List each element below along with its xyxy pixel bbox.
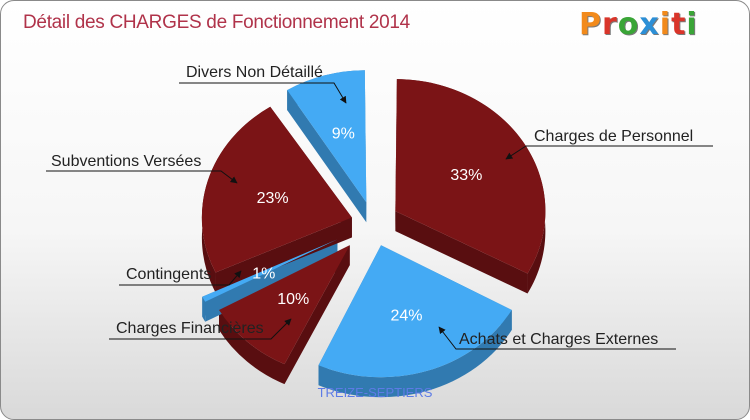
logo-letter: x	[639, 7, 660, 42]
leader-line	[179, 82, 347, 104]
pie-slice	[201, 106, 352, 273]
leader-line	[505, 145, 713, 160]
leader-line	[119, 270, 242, 286]
pie-percent-label: 9%	[332, 126, 355, 143]
pie-percent-label: 10%	[277, 291, 309, 308]
pie-percent-label: 33%	[450, 167, 482, 184]
pie-category-label: Subventions Versées	[51, 153, 201, 170]
pie-slice	[202, 239, 338, 302]
pie-category-label: Charges de Personnel	[534, 128, 693, 145]
pie-slice-rim	[202, 296, 206, 322]
logo-letter: P	[579, 7, 602, 42]
leader-line	[438, 326, 676, 350]
logo-letter: i	[686, 7, 698, 42]
commune-name: TREIZE-SEPTIERS	[317, 385, 433, 400]
pie-slice-wall	[215, 217, 352, 293]
pie-slice-wall	[287, 90, 367, 223]
pie-percent-label: 23%	[257, 190, 289, 207]
pie-slice	[219, 245, 350, 365]
pie-slice	[318, 245, 512, 378]
pie-slice-wall	[284, 245, 350, 385]
pie-percent-label: 24%	[391, 307, 423, 324]
pie-category-labels: Charges de Personnel Achats et Charges Ex…	[51, 64, 693, 348]
pie-leader-lines	[46, 82, 713, 350]
leader-line	[109, 318, 292, 340]
proxiti-logo: Proxiti	[579, 7, 698, 42]
pie-category-label: Contingents	[126, 266, 211, 283]
pie-slice	[395, 79, 546, 274]
pie-slice	[287, 70, 367, 203]
pie-slice-wall	[395, 211, 528, 294]
pie-tops	[201, 70, 546, 378]
leader-line	[46, 170, 238, 184]
pie-percent-labels: 33% 24% 10%1% 23% 9%	[252, 126, 482, 325]
pie-category-label: Achats et Charges Externes	[459, 331, 658, 348]
pie-percent-label: 1%	[252, 265, 275, 282]
logo-letter: t	[671, 7, 687, 42]
pie-category-label: Divers Non Détaillé	[186, 64, 323, 81]
chart-title: Détail des CHARGES de Fonctionnement 201…	[23, 12, 410, 33]
pie-category-label: Charges Financières	[116, 320, 264, 337]
pie-slice-rim	[219, 310, 285, 385]
logo-letter: o	[617, 7, 640, 42]
logo-letter: i	[659, 7, 672, 42]
pie-slice-rim	[318, 309, 512, 398]
logo-letter: r	[602, 7, 618, 42]
pie-slice-wall	[202, 239, 338, 317]
